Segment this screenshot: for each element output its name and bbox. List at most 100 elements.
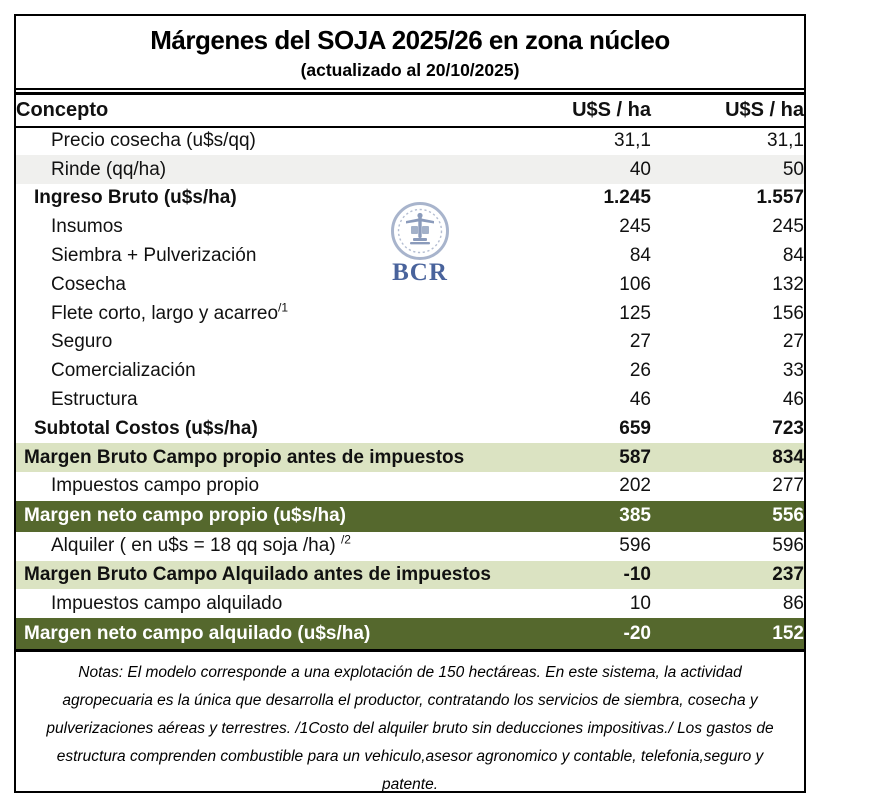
footnote-marker: /2 <box>340 532 351 547</box>
row-label-text: Margen Bruto Campo propio antes de impue… <box>24 446 465 468</box>
row-label-text: Estructura <box>51 389 138 411</box>
row-value-col2: 27 <box>782 331 804 353</box>
report-frame: Márgenes del SOJA 2025/26 en zona núcleo… <box>14 14 806 793</box>
row-label: Alquiler ( en u$s = 18 qq soja /ha) /2 <box>16 532 531 561</box>
row-value-col1: 596 <box>619 535 651 557</box>
row-label: Subtotal Costos (u$s/ha) <box>16 414 531 443</box>
row-value-col2: 556 <box>772 505 804 527</box>
row-label: Siembra + Pulverización <box>16 242 531 271</box>
row-label: Margen neto campo alquilado (u$s/ha) <box>16 618 531 649</box>
row-label-text: Ingreso Bruto (u$s/ha) <box>34 187 237 209</box>
row-label: Margen Bruto Campo Alquilado antes de im… <box>16 561 531 590</box>
row-value-col2: 86 <box>782 592 804 614</box>
row-value-col1: -10 <box>623 564 651 586</box>
row-value-col1: 385 <box>619 505 651 527</box>
row-value-col2: 132 <box>772 273 804 295</box>
row-value-col2: 1.557 <box>756 187 804 209</box>
row-value-col2: 245 <box>772 216 804 238</box>
table-row: Alquiler ( en u$s = 18 qq soja /ha) /2 5… <box>16 532 804 561</box>
row-label-text: Margen neto campo alquilado (u$s/ha) <box>24 622 371 644</box>
double-rule-gap <box>16 90 804 92</box>
page-subtitle: (actualizado al 20/10/2025) <box>300 60 520 80</box>
footnote-marker: /1 <box>278 300 289 315</box>
footnotes: Notas: El modelo corresponde a una explo… <box>46 664 774 794</box>
row-value-col2: 50 <box>782 158 804 180</box>
row-value-col1: 1.245 <box>603 187 651 209</box>
row-label-text: Cosecha <box>51 273 126 295</box>
row-label-text: Flete corto, largo y acarreo <box>51 302 279 324</box>
margins-table: Concepto U$S / ha U$S / ha Precio cosech… <box>16 92 804 650</box>
title-block: Márgenes del SOJA 2025/26 en zona núcleo… <box>16 16 804 90</box>
table-row: Subtotal Costos (u$s/ha) 659 723 <box>16 414 804 443</box>
row-label: Comercialización <box>16 357 531 386</box>
table-row: Margen Bruto Campo Alquilado antes de im… <box>16 560 804 590</box>
row-label-text: Siembra + Pulverización <box>51 245 257 267</box>
row-value-col1: 659 <box>619 417 651 439</box>
row-value-col2: 834 <box>772 446 804 468</box>
row-value-col1: 46 <box>629 389 651 411</box>
row-value-col2: 31,1 <box>767 130 804 152</box>
row-label: Seguro <box>16 328 531 357</box>
table-row: Rinde (qq/ha) 40 50 <box>16 155 804 185</box>
row-label-text: Seguro <box>51 331 113 353</box>
row-label-text: Impuestos campo alquilado <box>51 592 283 614</box>
page-title: Márgenes del SOJA 2025/26 en zona núcleo <box>150 25 670 55</box>
row-label: Ingreso Bruto (u$s/ha) <box>16 184 531 213</box>
header-concepto: Concepto <box>16 98 109 121</box>
row-label-text: Alquiler ( en u$s = 18 qq soja /ha) <box>51 535 341 557</box>
table-row: Insumos 245 245 <box>16 213 804 242</box>
table-row: Comercialización 26 33 <box>16 357 804 386</box>
row-value-col1: 84 <box>629 245 651 267</box>
table-header-row: Concepto U$S / ha U$S / ha <box>16 94 804 127</box>
row-value-col2: 46 <box>782 389 804 411</box>
table-row: Margen Bruto Campo propio antes de impue… <box>16 443 804 473</box>
row-label-text: Precio cosecha (u$s/qq) <box>51 130 256 152</box>
table-row: Cosecha 106 132 <box>16 270 804 299</box>
row-label-text: Insumos <box>51 216 123 238</box>
row-value-col1: 26 <box>629 360 651 382</box>
row-value-col1: -20 <box>623 622 651 644</box>
row-value-col2: 152 <box>772 622 804 644</box>
row-value-col2: 156 <box>772 302 804 324</box>
row-value-col1: 31,1 <box>614 130 651 152</box>
row-label: Estructura <box>16 386 531 415</box>
row-label: Impuestos campo propio <box>16 472 531 501</box>
table-bottom-rule <box>16 649 804 653</box>
row-label-text: Margen Bruto Campo Alquilado antes de im… <box>24 564 491 586</box>
row-value-col1: 10 <box>629 592 651 614</box>
table-row: Impuestos campo alquilado 10 86 <box>16 589 804 618</box>
table-row: Ingreso Bruto (u$s/ha) 1.245 1.557 <box>16 184 804 213</box>
row-label: Rinde (qq/ha) <box>16 155 531 184</box>
row-value-col2: 237 <box>772 564 804 586</box>
table-row: Flete corto, largo y acarreo/1 125 156 <box>16 299 804 328</box>
row-value-col2: 596 <box>772 535 804 557</box>
table-row: Margen neto campo propio (u$s/ha) 385 55… <box>16 500 804 532</box>
table-row: Margen neto campo alquilado (u$s/ha) -20… <box>16 618 804 650</box>
row-label: Insumos <box>16 213 531 242</box>
row-value-col1: 125 <box>619 302 651 324</box>
table-row: Estructura 46 46 <box>16 386 804 415</box>
row-value-col1: 27 <box>629 331 651 353</box>
row-label: Cosecha <box>16 270 531 299</box>
header-usd-ha-2: U$S / ha <box>725 98 804 121</box>
row-label-text: Comercialización <box>51 360 196 382</box>
row-value-col1: 245 <box>619 216 651 238</box>
row-label: Margen neto campo propio (u$s/ha) <box>16 501 531 532</box>
row-value-col2: 723 <box>772 417 804 439</box>
row-value-col2: 33 <box>782 360 804 382</box>
table-row: Impuestos campo propio 202 277 <box>16 472 804 501</box>
table-row: Precio cosecha (u$s/qq) 31,1 31,1 <box>16 127 804 156</box>
row-label-text: Subtotal Costos (u$s/ha) <box>34 417 258 439</box>
row-label-text: Rinde (qq/ha) <box>51 158 167 180</box>
row-label: Flete corto, largo y acarreo/1 <box>16 299 531 328</box>
table-row: Siembra + Pulverización 84 84 <box>16 242 804 271</box>
row-label-text: Impuestos campo propio <box>51 475 260 497</box>
table-body: Precio cosecha (u$s/qq) 31,1 31,1 Rinde … <box>16 127 804 650</box>
row-value-col1: 587 <box>619 446 651 468</box>
row-value-col1: 40 <box>629 158 651 180</box>
header-usd-ha-1: U$S / ha <box>572 98 651 121</box>
row-value-col2: 277 <box>772 475 804 497</box>
row-value-col1: 106 <box>619 273 651 295</box>
row-label-text: Margen neto campo propio (u$s/ha) <box>24 505 346 527</box>
row-value-col2: 84 <box>782 245 804 267</box>
